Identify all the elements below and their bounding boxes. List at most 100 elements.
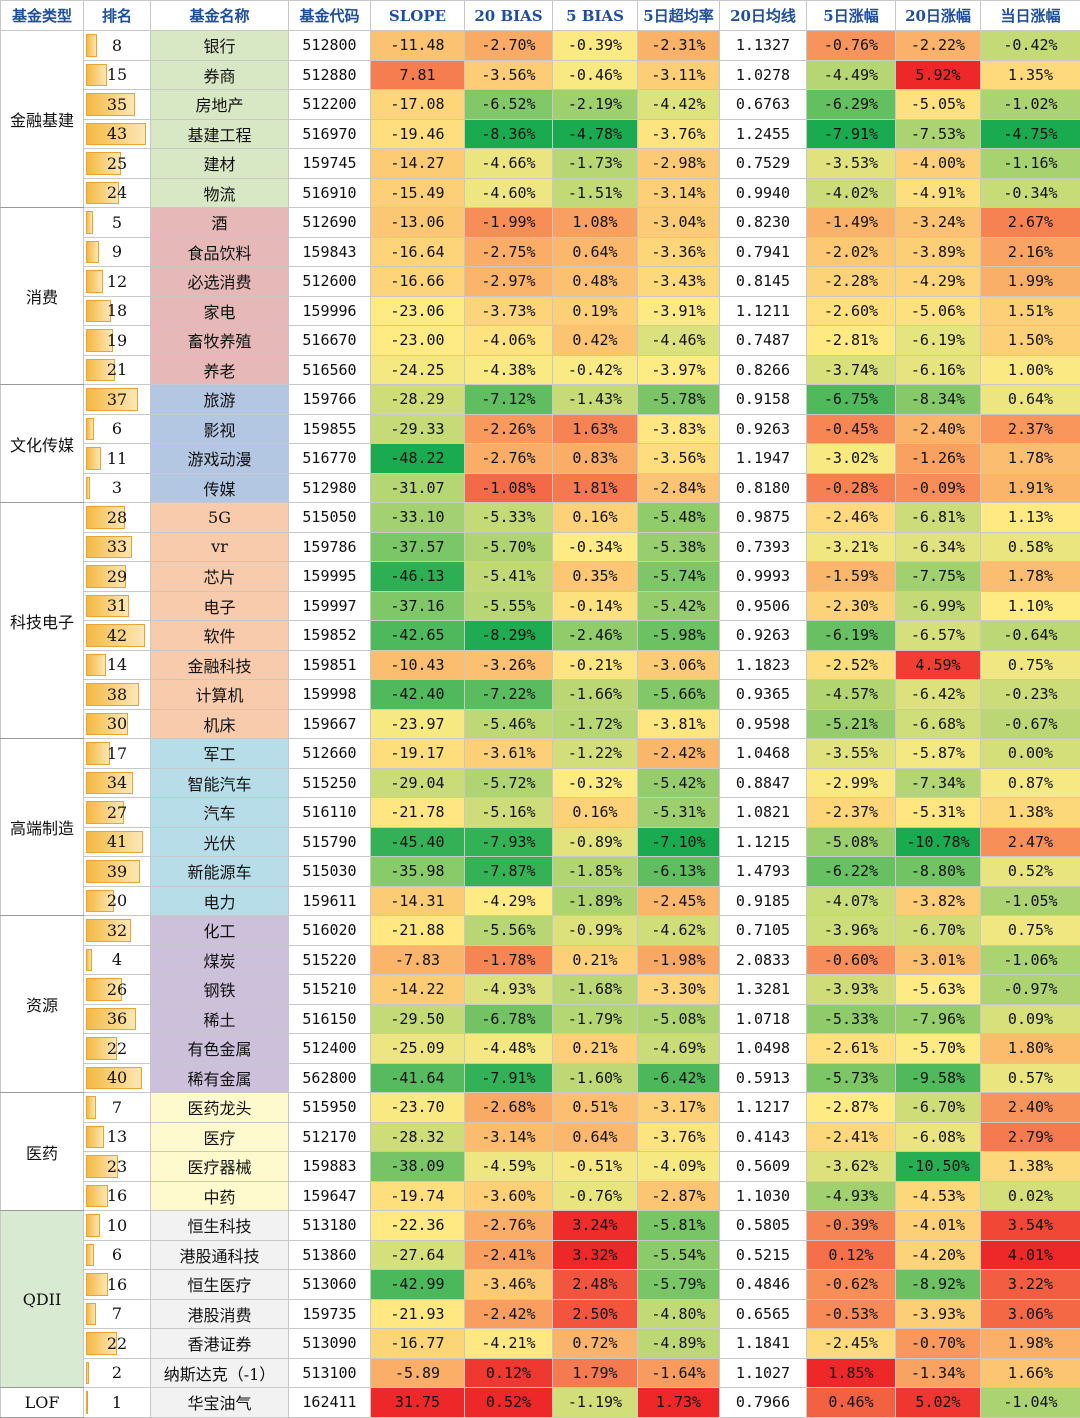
slope-cell: -33.10 (371, 503, 465, 533)
day-change-cell: 1.91% (981, 473, 1080, 503)
5d-change-cell: -0.45% (807, 414, 896, 444)
5d-excess-cell: -3.17% (638, 1093, 720, 1123)
slope-cell: -31.07 (371, 473, 465, 503)
day-change-cell: -0.64% (981, 621, 1080, 651)
fund-name: 纳斯达克（-1） (151, 1358, 289, 1388)
rank-value: 26 (107, 980, 127, 999)
20d-ma-cell: 1.1215 (720, 827, 807, 857)
rank-value: 14 (107, 655, 127, 674)
day-change-cell: 1.50% (981, 326, 1080, 356)
20d-ma-cell: 0.5215 (720, 1240, 807, 1270)
20d-change-cell: -6.08% (896, 1122, 981, 1152)
fund-code: 515030 (289, 857, 371, 887)
fund-name: 恒生医疗 (151, 1270, 289, 1300)
20d-ma-cell: 1.1823 (720, 650, 807, 680)
20-bias-cell: -1.78% (465, 945, 553, 975)
rank-value: 11 (107, 449, 127, 468)
20d-change-cell: -6.34% (896, 532, 981, 562)
slope-cell: -23.06 (371, 296, 465, 326)
20d-ma-cell: 0.4143 (720, 1122, 807, 1152)
5-bias-cell: 0.35% (553, 562, 638, 592)
5d-excess-cell: 1.73% (638, 1388, 720, 1418)
fund-name: 港股通科技 (151, 1240, 289, 1270)
20d-ma-cell: 1.2455 (720, 119, 807, 149)
20-bias-cell: -2.75% (465, 237, 553, 267)
5d-excess-cell: -2.87% (638, 1181, 720, 1211)
5d-change-cell: -3.74% (807, 355, 896, 385)
5-bias-cell: 0.83% (553, 444, 638, 474)
fund-code: 515210 (289, 975, 371, 1005)
5-bias-cell: -1.60% (553, 1063, 638, 1093)
5d-change-cell: -3.55% (807, 739, 896, 769)
rank-bar (86, 447, 101, 470)
day-change-cell: 0.64% (981, 385, 1080, 415)
rank-cell: 15 (84, 60, 151, 90)
rank-cell: 30 (84, 709, 151, 739)
5d-excess-cell: -5.31% (638, 798, 720, 828)
rank-bar (86, 1391, 88, 1414)
slope-cell: -23.00 (371, 326, 465, 356)
fund-name: 医疗器械 (151, 1152, 289, 1182)
rank-value: 35 (107, 95, 127, 114)
20d-change-cell: 5.02% (896, 1388, 981, 1418)
rank-cell: 10 (84, 1211, 151, 1241)
fund-code: 159852 (289, 621, 371, 651)
fund-category: 资源 (1, 916, 84, 1093)
rank-value: 21 (107, 360, 127, 379)
fund-name: 医疗 (151, 1122, 289, 1152)
20d-change-cell: -8.92% (896, 1270, 981, 1300)
slope-cell: -29.50 (371, 1004, 465, 1034)
slope-cell: -41.64 (371, 1063, 465, 1093)
fund-category: LOF (1, 1388, 84, 1418)
20d-ma-cell: 1.1327 (720, 31, 807, 61)
day-change-cell: -4.75% (981, 119, 1080, 149)
5d-change-cell: -2.99% (807, 768, 896, 798)
5d-change-cell: -3.21% (807, 532, 896, 562)
rank-bar (86, 1214, 100, 1237)
20d-change-cell: -7.96% (896, 1004, 981, 1034)
20-bias-cell: -5.56% (465, 916, 553, 946)
rank-bar (86, 211, 93, 234)
slope-cell: -14.22 (371, 975, 465, 1005)
20d-ma-cell: 0.9263 (720, 621, 807, 651)
20d-change-cell: -4.53% (896, 1181, 981, 1211)
day-change-cell: 2.37% (981, 414, 1080, 444)
fund-code: 512600 (289, 267, 371, 297)
rank-bar (86, 1244, 94, 1267)
fund-name: 化工 (151, 916, 289, 946)
5d-excess-cell: -3.81% (638, 709, 720, 739)
5d-excess-cell: -3.56% (638, 444, 720, 474)
day-change-cell: 0.52% (981, 857, 1080, 887)
5d-excess-cell: -3.11% (638, 60, 720, 90)
20d-change-cell: -3.24% (896, 208, 981, 238)
5-bias-cell: -1.79% (553, 1004, 638, 1034)
5-bias-cell: 1.63% (553, 414, 638, 444)
rank-cell: 34 (84, 768, 151, 798)
rank-cell: 22 (84, 1329, 151, 1359)
20d-ma-cell: 0.7941 (720, 237, 807, 267)
fund-code: 159996 (289, 296, 371, 326)
5d-excess-cell: -3.04% (638, 208, 720, 238)
20-bias-cell: -2.41% (465, 1240, 553, 1270)
20d-ma-cell: 0.9940 (720, 178, 807, 208)
rank-cell: 7 (84, 1093, 151, 1123)
day-change-cell: 1.38% (981, 798, 1080, 828)
fund-code: 159997 (289, 591, 371, 621)
day-change-cell: 2.79% (981, 1122, 1080, 1152)
20d-change-cell: -8.80% (896, 857, 981, 887)
rank-value: 41 (107, 832, 127, 851)
20d-ma-cell: 0.8847 (720, 768, 807, 798)
slope-cell: -15.49 (371, 178, 465, 208)
fund-name: 钢铁 (151, 975, 289, 1005)
day-change-cell: 2.16% (981, 237, 1080, 267)
5d-excess-cell: -3.76% (638, 119, 720, 149)
20d-change-cell: -3.82% (896, 886, 981, 916)
fund-code: 512690 (289, 208, 371, 238)
rank-bar (86, 34, 97, 57)
